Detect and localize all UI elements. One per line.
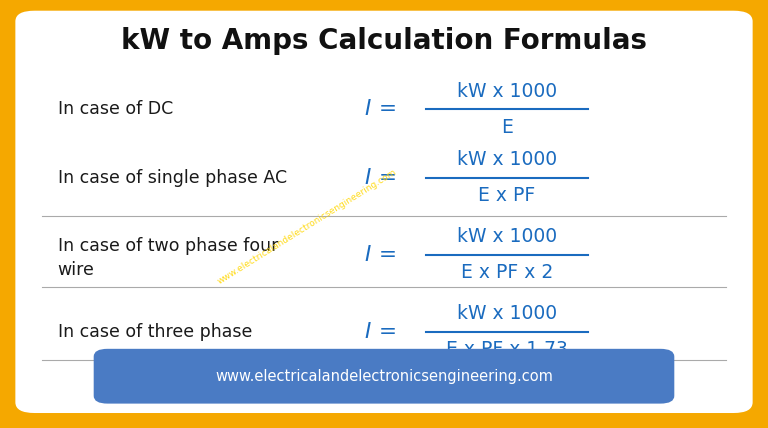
Text: $I\,=$: $I\,=$ bbox=[364, 99, 396, 119]
Text: E x PF x 2: E x PF x 2 bbox=[461, 263, 553, 282]
Text: E x PF x 1.73: E x PF x 1.73 bbox=[446, 340, 568, 359]
Text: E x PF: E x PF bbox=[478, 186, 535, 205]
Text: $I\,=$: $I\,=$ bbox=[364, 245, 396, 265]
FancyBboxPatch shape bbox=[15, 11, 753, 413]
Text: kW x 1000: kW x 1000 bbox=[457, 227, 557, 246]
Text: In case of two phase four: In case of two phase four bbox=[58, 237, 278, 255]
Text: kW to Amps Calculation Formulas: kW to Amps Calculation Formulas bbox=[121, 27, 647, 55]
FancyBboxPatch shape bbox=[94, 349, 674, 404]
Text: $I\,=$: $I\,=$ bbox=[364, 168, 396, 187]
Text: In case of DC: In case of DC bbox=[58, 100, 173, 118]
Text: kW x 1000: kW x 1000 bbox=[457, 150, 557, 169]
Text: wire: wire bbox=[58, 261, 94, 279]
Text: www.electricalandelectronicsengineering.com: www.electricalandelectronicsengineering.… bbox=[215, 369, 553, 384]
Text: $I\,=$: $I\,=$ bbox=[364, 322, 396, 342]
Text: www.electricalandelectronicsengineering.com: www.electricalandelectronicsengineering.… bbox=[216, 167, 399, 286]
Text: In case of single phase AC: In case of single phase AC bbox=[58, 169, 286, 187]
Text: In case of three phase: In case of three phase bbox=[58, 323, 252, 341]
Text: kW x 1000: kW x 1000 bbox=[457, 82, 557, 101]
Text: kW x 1000: kW x 1000 bbox=[457, 304, 557, 323]
Text: E: E bbox=[501, 118, 513, 137]
